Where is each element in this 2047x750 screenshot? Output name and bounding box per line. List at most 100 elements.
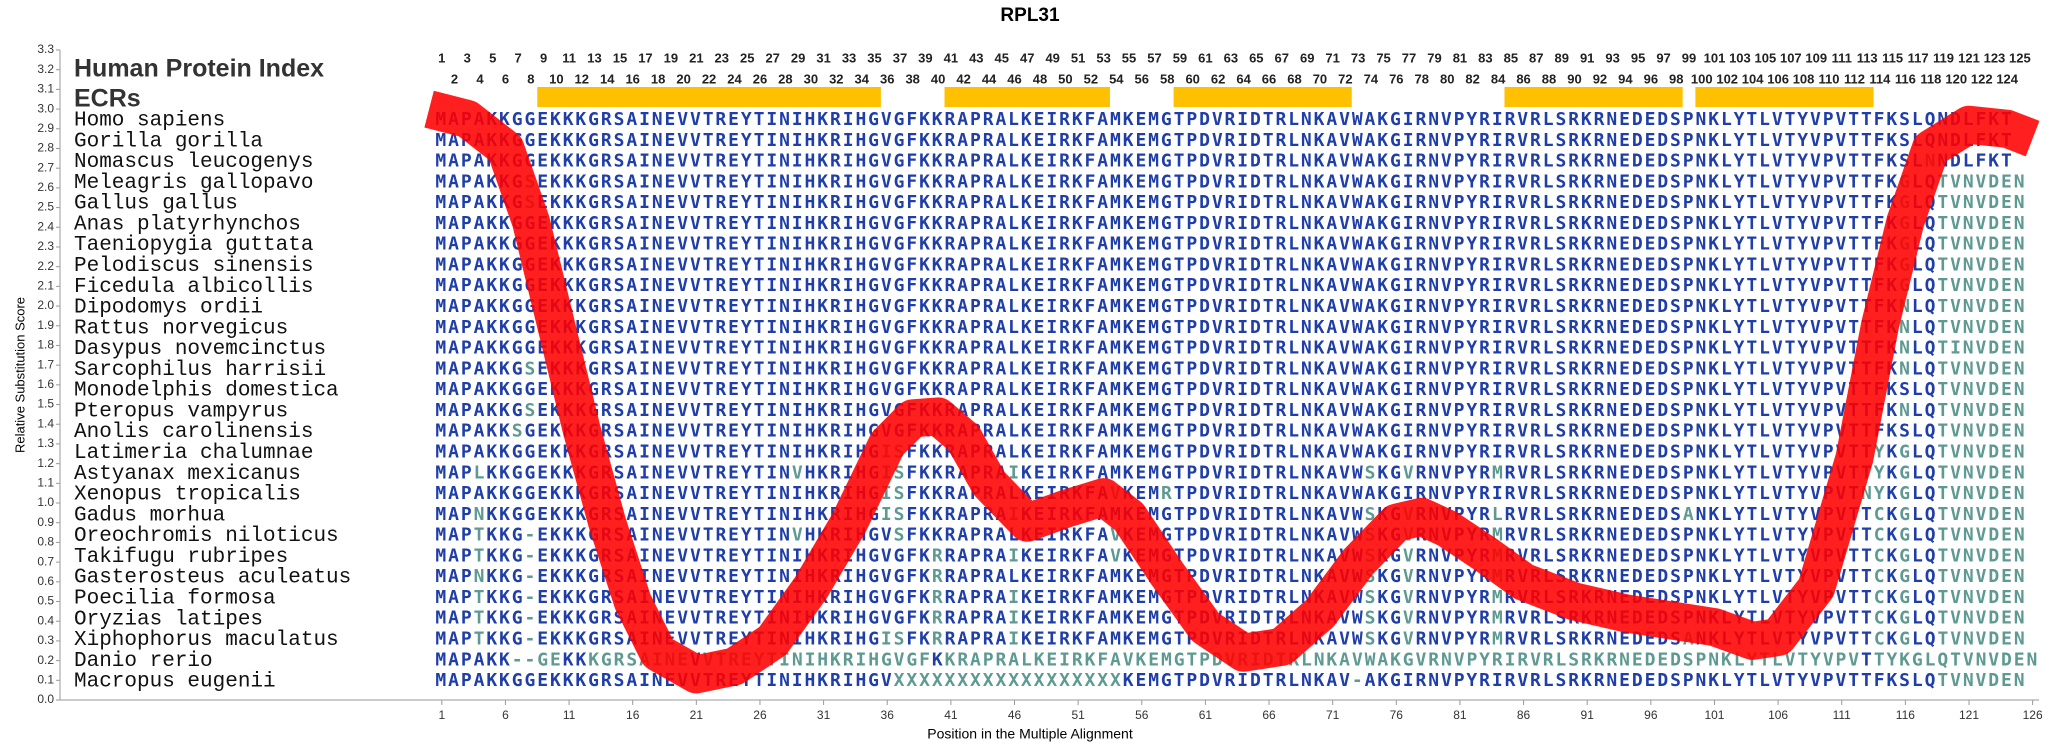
ecr-label: ECRs [74, 85, 141, 113]
protein-index-number: 100 [1691, 71, 1713, 86]
alignment-row: MAPAKKGGEKKKGRSAINEVVTREYTINIHKRIHGVGFKK… [435, 213, 2026, 234]
residues: LQ [1912, 275, 1937, 296]
protein-index-number: 117 [1908, 50, 1929, 65]
residues: KG [1377, 587, 1402, 608]
y-tick-label: 0.9 [37, 515, 54, 529]
species-name: Ficedula albicollis [74, 276, 313, 299]
protein-index-number: 26 [753, 71, 767, 86]
residues: LQ [1912, 629, 1937, 650]
residues: TYKGLQTVNVDEN [1874, 649, 2039, 670]
residues: MAP [435, 504, 473, 525]
protein-index-number: 16 [625, 71, 639, 86]
residues: R [1161, 483, 1174, 504]
protein-index-number: 90 [1567, 71, 1581, 86]
x-tick-label: 16 [626, 708, 640, 722]
residues: XXXXXXXXXXXXXXXXXX [894, 670, 1123, 691]
protein-index-number: 36 [880, 71, 894, 86]
protein-index-number: 31 [816, 50, 830, 65]
protein-index-number: 85 [1504, 50, 1518, 65]
residues: EKKKGRSAINEVVTREYTINIHKRIHGVGFKKRAPRALKE… [537, 192, 1899, 213]
residues: TVNVDEN [1937, 192, 2026, 213]
protein-index-number: 6 [502, 71, 509, 86]
residues: MAPAKKGGEKKKGRSAINEVVTREYTINIHKRIHGVGFKK… [435, 151, 1924, 172]
protein-index-number: 92 [1593, 71, 1607, 86]
protein-index-number: 46 [1007, 71, 1021, 86]
y-tick-label: 0.2 [37, 653, 54, 667]
residues: G [1899, 608, 1912, 629]
residues: GEKKKGRSAINEVVTREYTINIHKRIHGVGFKKRAPRALK… [525, 421, 1938, 442]
residues: T [474, 608, 487, 629]
residues: LQ [1912, 338, 1937, 359]
residues: TVNVDEN [1937, 483, 2026, 504]
residues: - [525, 587, 538, 608]
ecr-bar [1173, 87, 1352, 107]
protein-index-label: Human Protein Index [74, 55, 324, 83]
species-name: Gadus morhua [74, 504, 225, 527]
residues: C [1874, 608, 1887, 629]
protein-index-number: 60 [1185, 71, 1199, 86]
alignment-row: MAPAKKGGEKKKGRSAINEVVTREYTINIHKRIHGVGFKK… [435, 130, 2013, 151]
residues: S [894, 525, 907, 546]
y-tick-label: 1.9 [37, 318, 54, 332]
residues: MAPAKKGGEKKKGRSAINEVVTREYTINIHKRIHGVGFKK… [435, 213, 1899, 234]
residues: MAPAKKGGEKKKGRSAINEVVTREYTINIHKRIHGVGFKK… [435, 296, 1899, 317]
residues: V [1110, 525, 1123, 546]
alignment-row: MAPAKKGSEKKKGRSAINEVVTREYTINIHKRIHGVGFKK… [435, 358, 2026, 379]
protein-index-number: 40 [931, 71, 945, 86]
protein-index-number: 41 [944, 50, 958, 65]
residues: LQ [1912, 462, 1937, 483]
protein-index-number: 77 [1402, 50, 1416, 65]
residues: V [792, 462, 805, 483]
residues: M [1492, 462, 1505, 483]
residues: MAPAKKG [435, 192, 524, 213]
residues: EKKKGRSAINEVVTREYTINIHKRIHGVGFKKRAPRALKE… [537, 400, 1899, 421]
x-tick-label: 76 [1390, 708, 1404, 722]
residues: TVNVDEN [1937, 441, 2026, 462]
protein-index-number: 80 [1440, 71, 1454, 86]
protein-index-number: 5 [489, 50, 496, 65]
x-tick-label: 116 [1896, 708, 1915, 722]
y-tick-label: 0.6 [37, 574, 54, 588]
alignment-row: MAPAKKGGEKKKGRSAINEVVTREYTINIHKRIHGVGFKK… [435, 275, 2026, 296]
residues: RAPRA [945, 587, 1009, 608]
residues: AKGIRNVPYRIRVRLSRKRNEDEDSPNKLYTLVTYVPVTT… [1365, 670, 1938, 691]
protein-index-number: 11 [562, 50, 576, 65]
protein-index-number: 52 [1084, 71, 1098, 86]
protein-index-number: 102 [1716, 71, 1738, 86]
residues: G [1899, 483, 1912, 504]
species-name: Gasterosteus aculeatus [74, 567, 351, 590]
alignment-row: MAPAKKGGEKKKGRSAINEVVTREYTINIHKRIHGVGFKK… [435, 338, 2026, 359]
protein-index-number: 116 [1895, 71, 1916, 86]
y-tick-label: 2.9 [37, 121, 54, 135]
protein-index-number: 30 [804, 71, 818, 86]
protein-index-number: 10 [549, 71, 563, 86]
species-name: Oreochromis niloticus [74, 525, 339, 548]
residues: M [1492, 587, 1505, 608]
residues: M [1492, 525, 1505, 546]
y-tick-label: 2.2 [37, 259, 54, 273]
species-name: Gallus gallus [74, 193, 238, 216]
y-tick-label: 0.1 [37, 672, 54, 686]
residues: R [932, 608, 945, 629]
y-tick-label: 2.3 [37, 239, 54, 253]
protein-index-number: 24 [727, 71, 742, 86]
protein-index-number: 7 [515, 50, 522, 65]
protein-index-number: 32 [829, 71, 843, 86]
x-tick-label: 31 [817, 708, 831, 722]
residues: - [525, 608, 538, 629]
residues: TVNVDEN [1937, 462, 2026, 483]
residues: TVNVDEN [1937, 670, 2026, 691]
y-tick-label: 0.8 [37, 535, 54, 549]
residues: Y [1874, 441, 1887, 462]
protein-index-number: 18 [651, 71, 665, 86]
y-tick-label: 0.3 [37, 633, 54, 647]
residues: MAPAKKG [435, 358, 524, 379]
residues: M [1492, 629, 1505, 650]
residues: LQ [1912, 504, 1937, 525]
residues: Y [1874, 462, 1887, 483]
residues: MAPAKKGGEKKKGRSAINEVVTREYTINIHKRIHGVGFKK… [435, 317, 1899, 338]
alignment-row: MAPAKKSGEKKKGRSAINEVVTREYTINIHKRIHGVGFKK… [435, 421, 2026, 442]
residues: C [1874, 504, 1887, 525]
residues: LQ [1912, 254, 1937, 275]
residues: MAP [435, 629, 473, 650]
